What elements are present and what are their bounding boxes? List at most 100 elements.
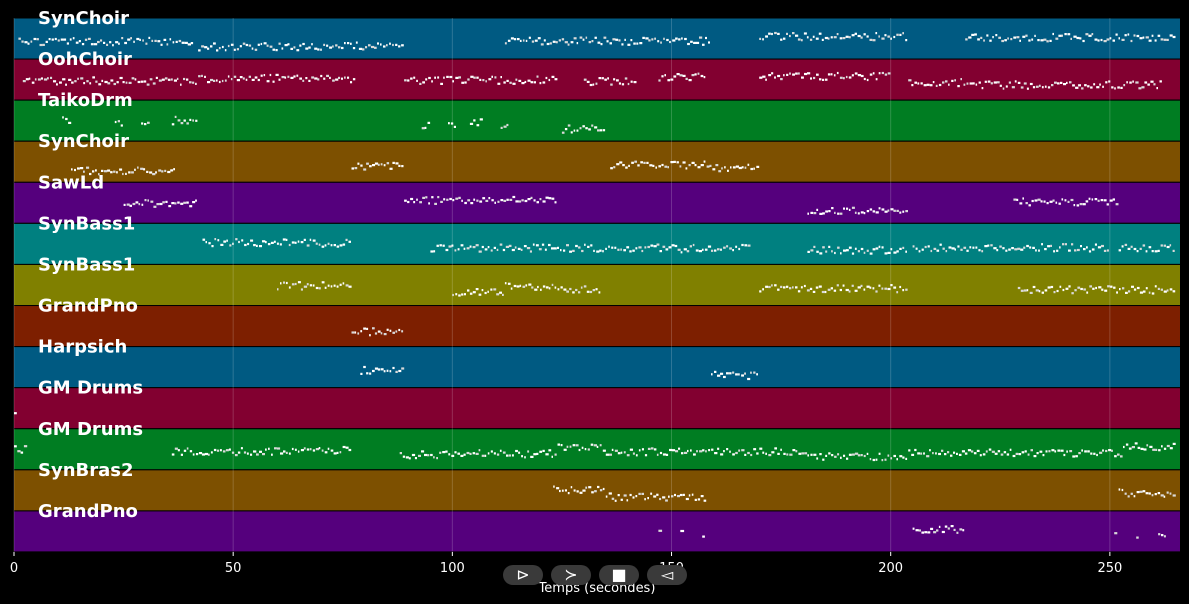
- note: [107, 169, 111, 172]
- note: [566, 244, 569, 247]
- note: [842, 37, 846, 40]
- play-button[interactable]: ⊳: [503, 565, 543, 585]
- note: [158, 79, 162, 82]
- note: [579, 127, 582, 130]
- note: [869, 286, 872, 289]
- forward-button[interactable]: ≻: [551, 565, 591, 585]
- note: [1111, 449, 1113, 452]
- note: [173, 79, 177, 82]
- track-band: [14, 59, 1180, 100]
- note: [186, 447, 189, 450]
- note: [958, 453, 962, 456]
- note: [515, 78, 518, 81]
- note: [1034, 199, 1038, 202]
- note: [183, 201, 187, 204]
- note: [253, 450, 257, 453]
- note: [1051, 449, 1055, 452]
- note: [846, 457, 849, 460]
- note: [287, 75, 290, 78]
- note: [1094, 243, 1097, 246]
- note: [702, 449, 705, 452]
- note: [1125, 443, 1129, 446]
- note: [591, 124, 594, 127]
- note: [262, 240, 266, 243]
- note: [649, 164, 653, 167]
- note: [942, 247, 945, 250]
- note-cluster: [680, 529, 685, 533]
- note: [711, 373, 713, 376]
- note: [783, 452, 786, 455]
- note: [948, 83, 950, 86]
- track-label: SawLd: [38, 172, 104, 193]
- note: [884, 287, 887, 290]
- rewind-button[interactable]: ◅: [647, 565, 687, 585]
- note: [744, 244, 747, 247]
- note: [668, 495, 670, 498]
- note: [954, 248, 956, 251]
- note: [599, 444, 602, 447]
- note: [519, 39, 522, 42]
- note-cluster: [399, 450, 479, 460]
- note: [641, 448, 644, 451]
- note: [1081, 87, 1084, 90]
- note: [424, 126, 427, 129]
- note: [1055, 37, 1059, 40]
- note: [469, 245, 472, 248]
- note-cluster: [1114, 532, 1118, 535]
- note: [1076, 204, 1080, 207]
- note: [300, 241, 304, 244]
- note: [581, 249, 584, 253]
- tracks-layer: [14, 18, 1180, 553]
- note: [592, 289, 596, 292]
- note: [569, 445, 572, 448]
- note: [1132, 80, 1134, 83]
- note: [1109, 199, 1113, 202]
- note: [502, 248, 506, 252]
- note: [1103, 249, 1107, 252]
- note: [324, 244, 327, 247]
- note: [1142, 244, 1146, 247]
- note: [1079, 37, 1082, 40]
- note: [253, 244, 256, 247]
- note: [936, 249, 940, 252]
- note: [122, 172, 124, 176]
- note: [935, 84, 938, 87]
- note: [502, 293, 504, 296]
- note: [246, 452, 249, 455]
- note: [765, 78, 767, 81]
- note: [92, 76, 95, 79]
- note: [582, 38, 585, 41]
- note: [1046, 40, 1049, 43]
- note: [431, 80, 433, 83]
- note: [676, 161, 679, 164]
- note: [137, 166, 139, 169]
- note: [929, 449, 931, 452]
- note: [86, 80, 89, 83]
- note: [1060, 449, 1064, 452]
- note: [268, 447, 270, 450]
- note: [667, 79, 671, 82]
- note: [694, 498, 697, 501]
- note: [681, 452, 684, 455]
- note: [682, 493, 685, 496]
- note: [783, 37, 786, 40]
- note: [309, 284, 313, 287]
- note: [195, 82, 197, 85]
- note: [72, 37, 75, 40]
- note: [741, 166, 744, 169]
- note: [902, 210, 905, 213]
- note: [273, 240, 276, 243]
- note: [445, 450, 448, 453]
- note: [872, 39, 876, 42]
- note: [496, 293, 500, 296]
- note: [207, 47, 210, 50]
- note: [1148, 492, 1151, 495]
- note: [825, 454, 828, 457]
- note: [1027, 453, 1030, 456]
- note: [457, 248, 460, 251]
- note: [1050, 285, 1054, 289]
- note: [1154, 493, 1157, 496]
- stop-button[interactable]: ■: [599, 565, 639, 585]
- note: [839, 76, 843, 79]
- stop-icon: ■: [611, 565, 627, 584]
